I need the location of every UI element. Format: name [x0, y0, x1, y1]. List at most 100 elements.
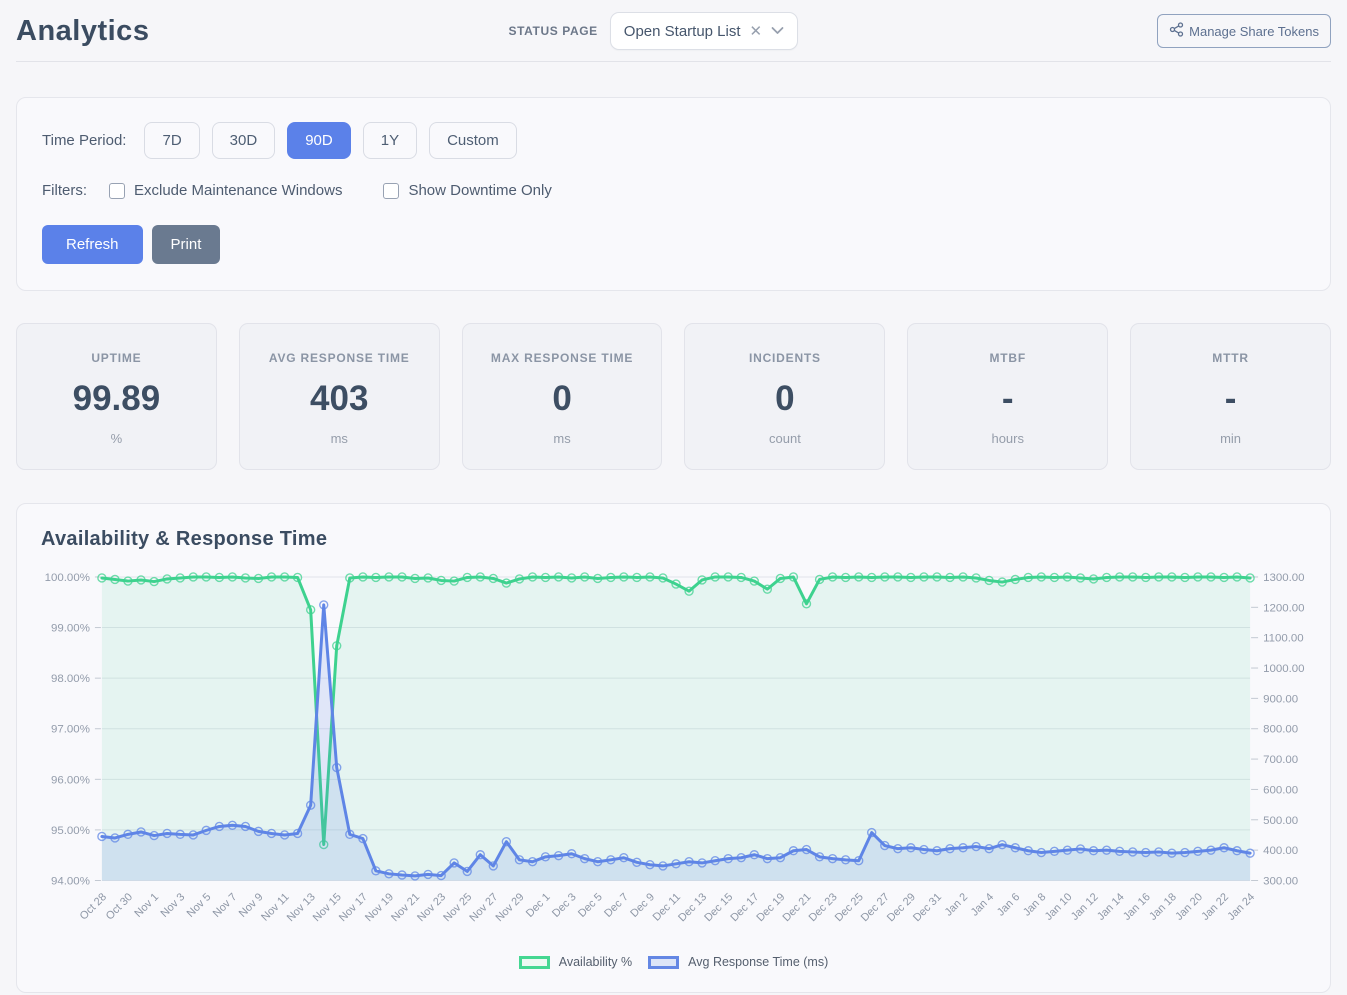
svg-text:Jan 22: Jan 22	[1199, 891, 1231, 923]
svg-text:Jan 10: Jan 10	[1043, 891, 1075, 923]
response-time-swatch-icon	[648, 955, 680, 969]
svg-text:500.00: 500.00	[1263, 815, 1298, 827]
stat-label: MTTR	[1212, 351, 1249, 365]
print-button[interactable]: Print	[151, 225, 221, 264]
svg-text:1000.00: 1000.00	[1263, 663, 1304, 675]
svg-text:600.00: 600.00	[1263, 784, 1298, 796]
svg-text:Dec 27: Dec 27	[859, 891, 892, 924]
svg-text:Dec 15: Dec 15	[702, 891, 735, 924]
svg-text:Dec 1: Dec 1	[524, 891, 553, 920]
time-period-button-group: 7D 30D 90D 1Y Custom	[144, 122, 517, 159]
legend-response-time-label: Avg Response Time (ms)	[688, 955, 829, 970]
svg-text:1100.00: 1100.00	[1263, 633, 1304, 645]
stat-card-max-response-time: MAX RESPONSE TIME 0 ms	[461, 323, 663, 470]
stat-label: MTBF	[989, 351, 1026, 365]
legend-availability-label: Availability %	[558, 955, 633, 970]
share-icon	[1169, 22, 1184, 40]
time-period-button-7d[interactable]: 7D	[144, 122, 200, 159]
chart-title: Availability & Response Time	[41, 528, 328, 550]
svg-text:94.00%: 94.00%	[51, 875, 90, 887]
stat-label: UPTIME	[91, 351, 142, 365]
status-page-label: STATUS PAGE	[508, 24, 598, 38]
svg-text:Nov 15: Nov 15	[311, 891, 344, 924]
filter-panel: Time Period: 7D 30D 90D 1Y Custom Filters: E…	[16, 97, 1331, 291]
svg-text:99.00%: 99.00%	[51, 623, 90, 635]
svg-text:Dec 7: Dec 7	[602, 891, 631, 920]
svg-text:Jan 12: Jan 12	[1069, 891, 1101, 923]
svg-text:Dec 23: Dec 23	[807, 891, 840, 924]
stats-grid: UPTIME 99.89% AVG RESPONSE TIME 403 ms MAX RE…	[16, 323, 1331, 470]
stat-unit: ms	[330, 431, 348, 446]
svg-text:Nov 7: Nov 7	[211, 891, 240, 920]
svg-text:Dec 29: Dec 29	[885, 891, 918, 924]
filter-checkbox-group: Exclude Maintenance Windows Show Downtime…	[109, 182, 593, 199]
stat-value: 403	[310, 379, 369, 418]
svg-text:Dec 19: Dec 19	[754, 891, 787, 924]
filter-checkbox-item-1[interactable]: Show Downtime Only	[383, 182, 552, 199]
svg-text:700.00: 700.00	[1263, 754, 1298, 766]
time-period-button-custom[interactable]: Custom	[429, 122, 517, 159]
time-period-button-30d[interactable]: 30D	[211, 122, 276, 159]
svg-text:Jan 18: Jan 18	[1147, 891, 1179, 923]
refresh-button[interactable]: Refresh	[42, 225, 143, 264]
svg-text:Jan 20: Jan 20	[1173, 891, 1205, 923]
checkbox[interactable]	[383, 182, 400, 199]
svg-text:100.00%: 100.00%	[45, 572, 90, 584]
checkbox-label: Show Downtime Only	[408, 182, 552, 199]
stat-value: -	[1001, 379, 1014, 418]
svg-text:Dec 31: Dec 31	[911, 891, 944, 924]
svg-text:Nov 17: Nov 17	[337, 891, 370, 924]
svg-text:Dec 3: Dec 3	[550, 891, 579, 920]
stat-card-incidents: INCIDENTS 0 count	[684, 323, 886, 470]
stat-value: 0	[775, 379, 795, 418]
time-period-button-90d[interactable]: 90D	[287, 122, 351, 159]
legend-item-response-time[interactable]: Avg Response Time (ms)	[648, 955, 828, 969]
page-title: Analytics	[16, 14, 150, 47]
availability-swatch-icon	[518, 955, 550, 969]
svg-text:Nov 29: Nov 29	[493, 891, 526, 924]
stat-value: 0	[552, 379, 572, 418]
svg-text:Nov 19: Nov 19	[363, 891, 396, 924]
time-period-label: Time Period:	[42, 132, 127, 149]
svg-text:300.00: 300.00	[1263, 875, 1298, 887]
svg-text:Oct 30: Oct 30	[104, 891, 135, 922]
svg-text:Dec 13: Dec 13	[676, 891, 709, 924]
checkbox[interactable]	[109, 182, 125, 199]
svg-text:Jan 14: Jan 14	[1095, 891, 1127, 923]
availability-response-chart: 100.00% 99.00% 98.00% 97.00% 96.00% 95.00% 94.…	[45, 572, 1305, 924]
manage-share-tokens-button[interactable]: Manage Share Tokens	[1157, 14, 1331, 48]
svg-text:Oct 28: Oct 28	[78, 891, 109, 922]
svg-text:Jan 6: Jan 6	[995, 891, 1022, 918]
svg-text:Nov 3: Nov 3	[159, 891, 188, 920]
stat-card-mttr: MTTR - min	[1130, 323, 1331, 470]
legend-item-availability[interactable]: Availability %	[518, 955, 633, 970]
svg-text:Jan 16: Jan 16	[1121, 891, 1153, 923]
svg-text:Nov 1: Nov 1	[132, 891, 161, 920]
svg-text:97.00%: 97.00%	[51, 724, 90, 736]
stat-label: INCIDENTS	[748, 351, 821, 365]
header-divider	[16, 61, 1331, 62]
stat-unit: %	[110, 431, 123, 446]
svg-text:Nov 23: Nov 23	[415, 891, 448, 924]
filter-checkbox-item-0[interactable]: Exclude Maintenance Windows	[109, 182, 342, 199]
stat-card-uptime: UPTIME 99.89%	[16, 323, 217, 470]
svg-text:800.00: 800.00	[1263, 724, 1298, 736]
svg-text:Nov 13: Nov 13	[285, 891, 318, 924]
svg-text:Nov 21: Nov 21	[389, 891, 422, 924]
status-page-select[interactable]: Open Startup List ✕	[609, 12, 799, 50]
svg-text:Dec 25: Dec 25	[833, 891, 866, 924]
stat-unit: min	[1220, 431, 1242, 446]
chart-legend: Availability % Avg Response Time (ms)	[41, 955, 1306, 969]
svg-text:1200.00: 1200.00	[1263, 602, 1304, 614]
svg-text:Dec 17: Dec 17	[728, 891, 761, 924]
svg-text:400.00: 400.00	[1263, 845, 1298, 857]
stat-label: MAX RESPONSE TIME	[490, 351, 634, 365]
stat-unit: ms	[553, 431, 571, 446]
availability-chart-canvas[interactable]: 100.00% 99.00% 98.00% 97.00% 96.00% 95.00% 94.…	[17, 557, 1330, 953]
svg-text:Dec 21: Dec 21	[781, 891, 814, 924]
checkbox-label: Exclude Maintenance Windows	[134, 182, 343, 199]
clear-selection-icon[interactable]: ✕	[749, 22, 763, 40]
svg-text:96.00%: 96.00%	[51, 774, 90, 786]
svg-text:Jan 24: Jan 24	[1225, 891, 1257, 923]
time-period-button-1y[interactable]: 1Y	[362, 122, 418, 159]
